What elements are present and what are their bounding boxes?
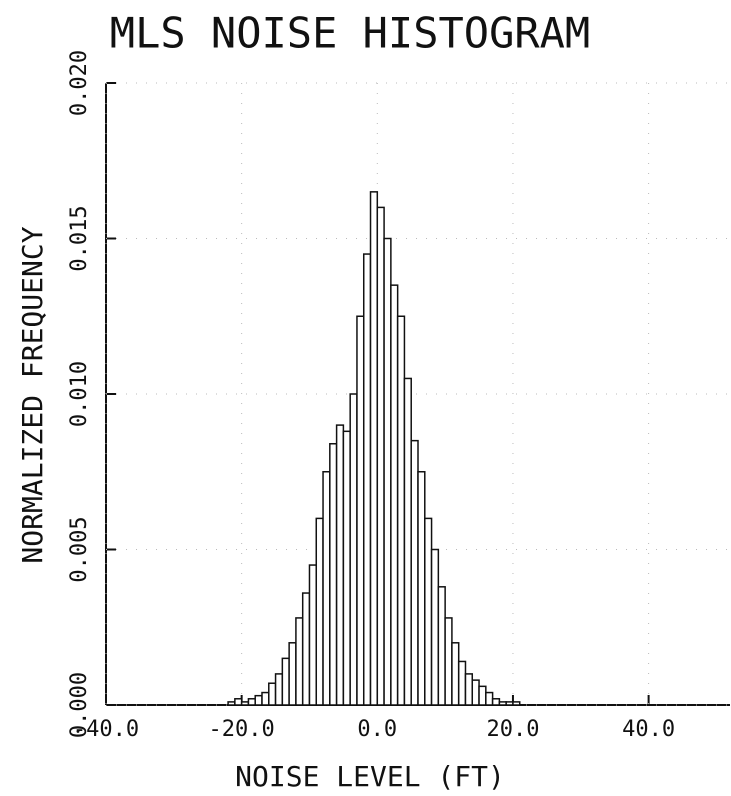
bar	[274, 673, 284, 706]
bar	[247, 698, 256, 706]
bar	[295, 617, 304, 706]
y-tick-label: 0.020	[67, 50, 92, 116]
bar	[410, 439, 419, 706]
bar	[315, 517, 324, 706]
y-axis-label: NORMALIZED FREQUENCY	[16, 226, 49, 563]
bar	[261, 691, 270, 706]
chart-title: MLS NOISE HISTOGRAM	[110, 9, 590, 58]
bar	[240, 701, 250, 706]
y-tick-label: 0.005	[67, 516, 92, 582]
bar	[301, 592, 311, 706]
bar	[322, 471, 331, 706]
y-tick-label: 0.010	[67, 361, 92, 427]
bar	[417, 471, 426, 706]
bar	[234, 698, 243, 706]
y-tick-label: 0.000	[67, 672, 92, 738]
bar	[403, 377, 412, 706]
bar	[437, 586, 446, 706]
x-tick-label: -20.0	[209, 717, 275, 742]
x-tick-label: 40.0	[622, 717, 675, 742]
bar	[288, 642, 297, 706]
bar	[424, 517, 433, 706]
bar	[512, 701, 521, 706]
x-tick-label: 20.0	[486, 717, 539, 742]
bar	[281, 657, 290, 706]
x-tick-label: -40.0	[73, 717, 139, 742]
bar	[451, 642, 460, 706]
y-tick-label: 0.015	[67, 205, 92, 271]
x-axis-label: NOISE LEVEL (FT)	[235, 760, 505, 793]
bar	[464, 673, 474, 706]
x-tick-label: 0.0	[357, 717, 397, 742]
bar	[254, 694, 263, 706]
bar	[430, 548, 440, 706]
bar	[349, 393, 358, 706]
bar	[478, 685, 487, 706]
bar	[369, 191, 379, 706]
bar	[498, 701, 507, 706]
bar	[227, 701, 236, 706]
bar	[505, 701, 514, 706]
bar	[396, 315, 406, 706]
bar	[356, 315, 365, 706]
bar	[329, 443, 338, 706]
bar	[491, 698, 501, 706]
bar	[390, 284, 399, 706]
bar	[376, 206, 385, 706]
bar	[342, 430, 351, 706]
bar	[308, 564, 318, 706]
bar	[362, 253, 372, 706]
bar	[457, 660, 467, 706]
bar	[444, 617, 453, 706]
bar	[268, 682, 277, 706]
bar	[383, 237, 392, 706]
bar	[471, 679, 480, 706]
bar	[335, 424, 345, 706]
bar	[485, 691, 494, 706]
